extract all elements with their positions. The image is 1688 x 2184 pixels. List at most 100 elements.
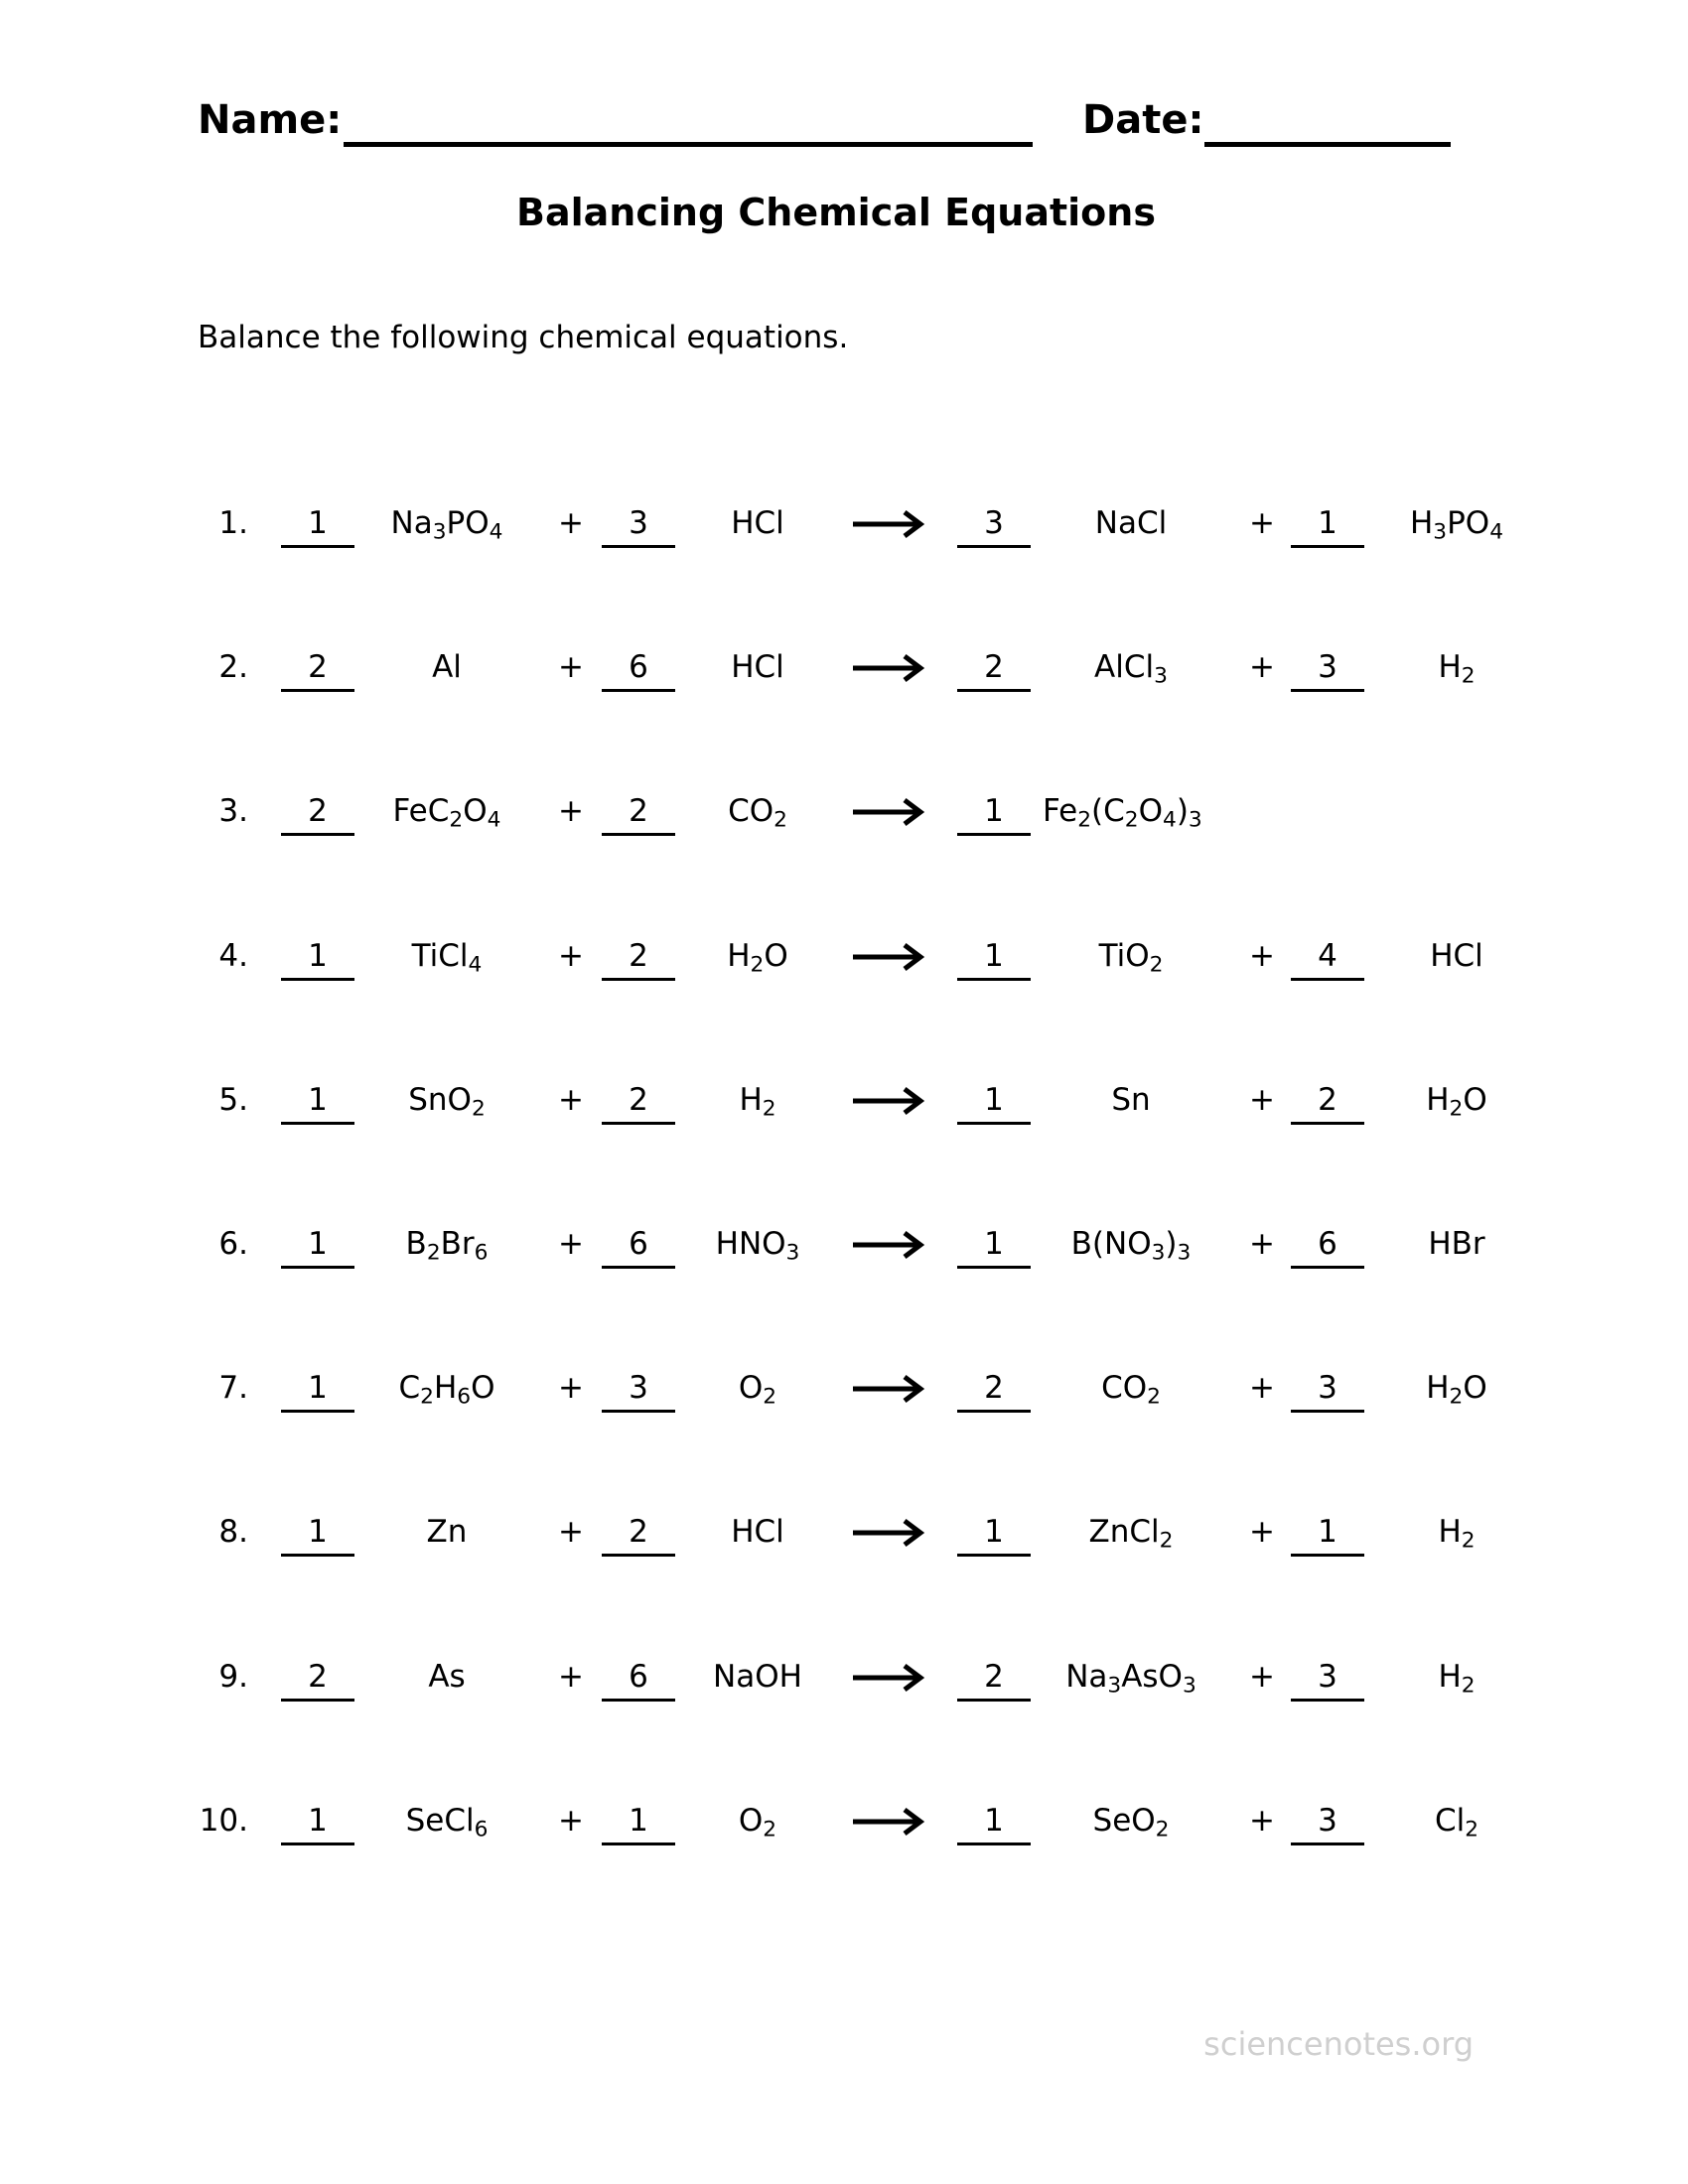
page-title: Balancing Chemical Equations [516, 191, 1156, 234]
compound-formula: NaCl [1094, 505, 1168, 541]
compound-formula: Fe2(C2O4)3 [1043, 793, 1202, 833]
compound-formula: H2O [1426, 1081, 1487, 1122]
equation-row: 6. 1 B2Br6 6 HNO3 1 B(NO3)3 6 HBr + + [0, 1222, 1688, 1282]
right-arrow-icon [851, 1366, 926, 1410]
compound-formula: Cl2 [1434, 1802, 1479, 1843]
compound-formula: HCl [731, 505, 784, 541]
equation-row: 5. 1 SnO2 2 H2 1 Sn 2 H2O + + [0, 1078, 1688, 1138]
plus-sign: + [558, 793, 584, 830]
compound-formula: SeO2 [1092, 1802, 1170, 1843]
coefficient-field[interactable]: 2 [602, 1510, 675, 1558]
equation-number: 6. [218, 1226, 248, 1262]
coefficient-field[interactable]: 3 [1291, 1655, 1364, 1702]
coefficient-field[interactable]: 2 [602, 1078, 675, 1125]
coefficient-field[interactable]: 4 [1291, 934, 1364, 981]
compound-formula: H2 [1438, 1658, 1476, 1699]
compound-formula: H2O [727, 937, 788, 978]
coefficient-field[interactable]: 3 [957, 501, 1031, 548]
plus-sign: + [558, 1226, 584, 1262]
coefficient-field[interactable]: 1 [281, 1222, 354, 1269]
equation-row: 3. 2 FeC2O4 2 CO2 1 Fe2(C2O4)3 + [0, 789, 1688, 849]
coefficient-field[interactable]: 1 [957, 1510, 1031, 1558]
instructions: Balance the following chemical equations… [198, 320, 849, 355]
compound-formula: TiCl4 [411, 937, 483, 978]
coefficient-field[interactable]: 3 [1291, 1366, 1364, 1414]
compound-formula: O2 [738, 1370, 777, 1410]
equation-row: 2. 2 Al 6 HCl 2 AlCl3 3 H2 + + [0, 645, 1688, 705]
compound-formula: H2O [1426, 1370, 1487, 1410]
coefficient-field[interactable]: 3 [602, 501, 675, 548]
coefficient-field[interactable]: 2 [957, 1655, 1031, 1702]
compound-formula: Sn [1111, 1081, 1151, 1118]
coefficient-field[interactable]: 1 [957, 1799, 1031, 1845]
compound-formula: B2Br6 [405, 1226, 489, 1266]
coefficient-field[interactable]: 2 [602, 934, 675, 981]
watermark: sciencenotes.org [1203, 2025, 1474, 2063]
right-arrow-icon [851, 934, 926, 978]
coefficient-field[interactable]: 1 [957, 1222, 1031, 1269]
compound-formula: CO2 [1101, 1370, 1161, 1410]
plus-sign: + [558, 1658, 584, 1695]
equation-row: 9. 2 As 6 NaOH 2 Na3AsO3 3 H2 + + [0, 1655, 1688, 1714]
coefficient-field[interactable]: 6 [602, 1222, 675, 1269]
coefficient-field[interactable]: 1 [1291, 1510, 1364, 1558]
compound-formula: B(NO3)3 [1070, 1226, 1192, 1266]
coefficient-field[interactable]: 3 [1291, 645, 1364, 693]
plus-sign: + [558, 649, 584, 686]
compound-formula: H3PO4 [1409, 505, 1504, 545]
coefficient-field[interactable]: 1 [281, 1078, 354, 1125]
coefficient-field[interactable]: 2 [281, 645, 354, 693]
equation-number: 8. [218, 1514, 248, 1551]
coefficient-field[interactable]: 1 [957, 934, 1031, 981]
equation-row: 7. 1 C2H6O 3 O2 2 CO2 3 H2O + + [0, 1366, 1688, 1426]
coefficient-field[interactable]: 2 [957, 1366, 1031, 1414]
right-arrow-icon [851, 1655, 926, 1699]
coefficient-field[interactable]: 1 [281, 934, 354, 981]
compound-formula: Na3PO4 [390, 505, 503, 545]
right-arrow-icon [851, 501, 926, 545]
coefficient-field[interactable]: 1 [281, 1799, 354, 1845]
coefficient-field[interactable]: 6 [1291, 1222, 1364, 1269]
equation-number: 7. [218, 1370, 248, 1407]
compound-formula: SnO2 [408, 1081, 486, 1122]
coefficient-field[interactable]: 1 [281, 1366, 354, 1414]
compound-formula: FeC2O4 [392, 793, 501, 833]
equation-number: 10. [199, 1802, 248, 1839]
plus-sign: + [558, 1802, 584, 1839]
equation-number: 4. [218, 937, 248, 974]
coefficient-field[interactable]: 1 [957, 1078, 1031, 1125]
compound-formula: SeCl6 [405, 1802, 489, 1843]
coefficient-field[interactable]: 3 [602, 1366, 675, 1414]
coefficient-field[interactable]: 2 [602, 789, 675, 837]
equation-number: 5. [218, 1081, 248, 1118]
coefficient-field[interactable]: 6 [602, 645, 675, 693]
equation-number: 9. [218, 1658, 248, 1695]
coefficient-field[interactable]: 1 [957, 789, 1031, 837]
coefficient-field[interactable]: 1 [281, 1510, 354, 1558]
name-label: Name: [198, 97, 343, 143]
coefficient-field[interactable]: 6 [602, 1655, 675, 1702]
plus-sign: + [558, 1370, 584, 1407]
compound-formula: Na3AsO3 [1065, 1658, 1196, 1699]
date-field[interactable] [1204, 142, 1451, 147]
right-arrow-icon [851, 1799, 926, 1843]
compound-formula: HNO3 [715, 1226, 800, 1266]
coefficient-field[interactable]: 1 [1291, 501, 1364, 548]
coefficient-field[interactable]: 2 [281, 1655, 354, 1702]
compound-formula: C2H6O [398, 1370, 495, 1410]
coefficient-field[interactable]: 3 [1291, 1799, 1364, 1845]
right-arrow-icon [851, 645, 926, 689]
coefficient-field[interactable]: 2 [281, 789, 354, 837]
compound-formula: HBr [1428, 1226, 1485, 1262]
coefficient-field[interactable]: 1 [281, 501, 354, 548]
coefficient-field[interactable]: 1 [602, 1799, 675, 1845]
equation-row: 1. 1 Na3PO4 3 HCl 3 NaCl 1 H3PO4 + + [0, 501, 1688, 561]
coefficient-field[interactable]: 2 [957, 645, 1031, 693]
compound-formula: CO2 [728, 793, 787, 833]
equation-row: 4. 1 TiCl4 2 H2O 1 TiO2 4 HCl + + [0, 934, 1688, 994]
name-field[interactable] [344, 142, 1033, 147]
equation-number: 1. [218, 505, 248, 541]
coefficient-field[interactable]: 2 [1291, 1078, 1364, 1125]
plus-sign: + [1249, 1081, 1275, 1118]
plus-sign: + [1249, 1370, 1275, 1407]
